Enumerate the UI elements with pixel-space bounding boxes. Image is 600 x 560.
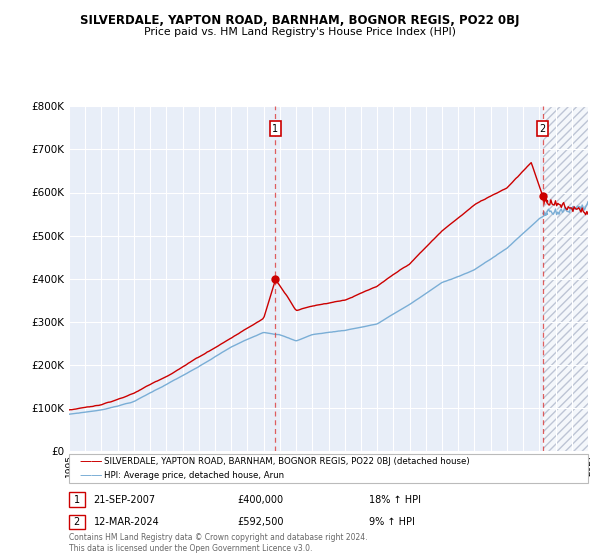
Text: 2: 2 [539, 124, 546, 134]
Text: SILVERDALE, YAPTON ROAD, BARNHAM, BOGNOR REGIS, PO22 0BJ (detached house): SILVERDALE, YAPTON ROAD, BARNHAM, BOGNOR… [104, 458, 469, 466]
Text: HPI: Average price, detached house, Arun: HPI: Average price, detached house, Arun [104, 471, 284, 480]
Text: ——: —— [80, 469, 103, 482]
Text: 9% ↑ HPI: 9% ↑ HPI [369, 517, 415, 527]
Text: 1: 1 [74, 494, 80, 505]
Text: Contains HM Land Registry data © Crown copyright and database right 2024.
This d: Contains HM Land Registry data © Crown c… [69, 533, 367, 553]
Text: 12-MAR-2024: 12-MAR-2024 [94, 517, 160, 527]
Text: 1: 1 [272, 124, 278, 134]
Text: Price paid vs. HM Land Registry's House Price Index (HPI): Price paid vs. HM Land Registry's House … [144, 27, 456, 37]
Bar [543, 106, 588, 451]
Text: £592,500: £592,500 [237, 517, 284, 527]
Text: SILVERDALE, YAPTON ROAD, BARNHAM, BOGNOR REGIS, PO22 0BJ: SILVERDALE, YAPTON ROAD, BARNHAM, BOGNOR… [80, 14, 520, 27]
Text: 21-SEP-2007: 21-SEP-2007 [94, 494, 156, 505]
Text: 18% ↑ HPI: 18% ↑ HPI [369, 494, 421, 505]
Text: 2: 2 [74, 517, 80, 527]
Bar [543, 106, 588, 451]
Text: £400,000: £400,000 [237, 494, 283, 505]
Text: ——: —— [80, 455, 103, 468]
